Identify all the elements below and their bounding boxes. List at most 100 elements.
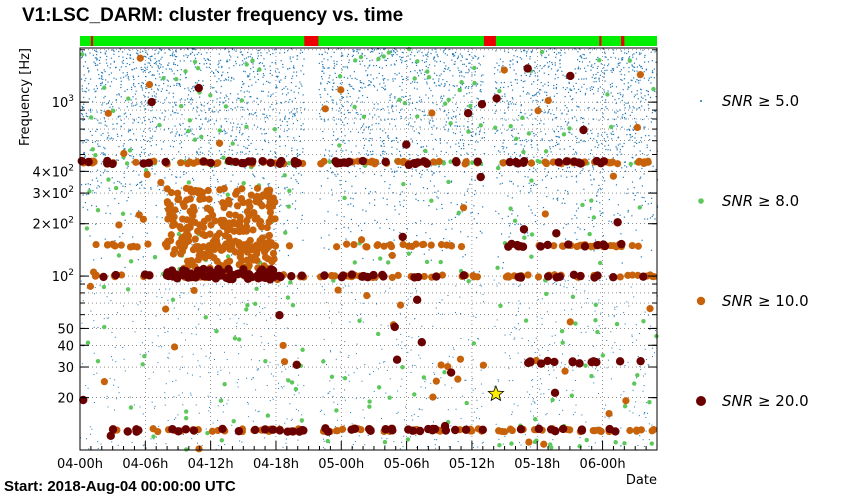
snr5-point	[624, 112, 626, 115]
snr5-point	[90, 310, 92, 312]
snr5-point	[171, 159, 173, 161]
snr5-point	[443, 49, 445, 52]
snr5-point	[368, 193, 370, 195]
snr5-point	[297, 154, 299, 157]
snr5-point	[494, 145, 496, 148]
snr5-point	[383, 82, 385, 84]
snr5-point	[553, 84, 555, 87]
snr5-point	[562, 227, 565, 229]
snr5-point	[390, 64, 392, 66]
snr5-point	[89, 235, 91, 237]
snr5-point	[339, 179, 341, 182]
snr5-point	[258, 49, 260, 51]
snr5-point	[584, 359, 586, 361]
snr5-point	[461, 203, 463, 205]
snr5-point	[154, 58, 156, 60]
snr5-point	[154, 117, 157, 119]
snr5-point	[455, 143, 457, 145]
snr5-point	[508, 302, 510, 304]
snr5-point	[284, 145, 287, 147]
snr5-point	[136, 103, 138, 105]
snr5-point	[198, 308, 200, 310]
snr5-point	[344, 135, 346, 137]
snr5-point	[219, 304, 221, 306]
snr5-point	[600, 212, 602, 215]
snr5-point	[504, 93, 506, 95]
snr5-point	[165, 443, 167, 445]
snr5-point	[85, 55, 87, 57]
snr5-point	[545, 175, 547, 178]
snr5-point	[231, 289, 233, 291]
snr5-point	[177, 318, 179, 320]
snr5-point	[145, 447, 147, 449]
snr5-point	[197, 137, 199, 139]
snr5-point	[533, 156, 535, 158]
snr5-point	[184, 104, 186, 106]
snr5-point	[621, 167, 623, 169]
snr5-point	[416, 447, 418, 449]
snr5-point	[140, 86, 142, 88]
snr8-point	[293, 386, 299, 392]
snr5-point	[460, 337, 462, 339]
snr5-point	[420, 99, 422, 101]
snr5-point	[166, 194, 168, 196]
snr5-point	[370, 144, 373, 146]
snr5-point	[131, 88, 133, 91]
snr5-point	[251, 84, 253, 86]
snr5-point	[515, 143, 517, 145]
snr5-point	[474, 106, 476, 108]
snr5-point	[473, 411, 475, 413]
snr5-point	[224, 167, 226, 170]
snr5-point	[483, 99, 485, 102]
snr5-point	[439, 85, 441, 87]
snr5-point	[326, 82, 328, 85]
snr5-point	[433, 185, 435, 187]
snr5-point	[172, 380, 174, 382]
snr5-point	[300, 112, 303, 114]
snr5-point	[437, 56, 439, 58]
snr5-point	[436, 74, 438, 76]
snr5-point	[148, 72, 150, 74]
snr5-point	[401, 57, 403, 59]
snr5-point	[348, 285, 350, 287]
snr5-point	[502, 261, 505, 264]
snr5-point	[111, 359, 113, 361]
snr5-point	[650, 249, 653, 251]
snr5-point	[277, 127, 279, 129]
snr10-point	[644, 157, 652, 165]
snr8-point	[367, 399, 372, 404]
snr5-point	[299, 140, 301, 143]
snr5-point	[435, 85, 437, 87]
snr8-point	[466, 129, 471, 134]
snr5-point	[411, 51, 413, 53]
snr5-point	[394, 170, 396, 172]
snr5-point	[96, 111, 98, 113]
snr5-point	[105, 50, 107, 52]
snr5-point	[261, 148, 264, 151]
snr5-point	[230, 217, 232, 219]
snr5-point	[257, 55, 259, 57]
snr5-point	[279, 81, 281, 83]
snr5-point	[634, 94, 636, 96]
snr8-point	[508, 206, 513, 211]
snr5-point	[133, 78, 135, 81]
snr5-point	[535, 133, 537, 136]
snr5-point	[409, 154, 411, 156]
snr5-point	[173, 307, 175, 309]
snr5-point	[554, 78, 556, 80]
snr5-point	[533, 70, 535, 72]
snr5-point	[261, 62, 264, 64]
snr5-point	[387, 325, 389, 327]
snr5-point	[254, 76, 256, 78]
snr5-point	[384, 181, 386, 183]
snr5-point	[629, 139, 631, 141]
snr5-point	[366, 75, 368, 77]
snr5-point	[335, 358, 337, 360]
snr5-point	[365, 126, 367, 128]
snr5-point	[644, 412, 646, 414]
snr5-point	[527, 232, 529, 234]
snr5-point	[534, 67, 536, 69]
snr5-point	[442, 313, 444, 315]
snr5-point	[330, 56, 332, 58]
snr5-point	[418, 100, 421, 102]
